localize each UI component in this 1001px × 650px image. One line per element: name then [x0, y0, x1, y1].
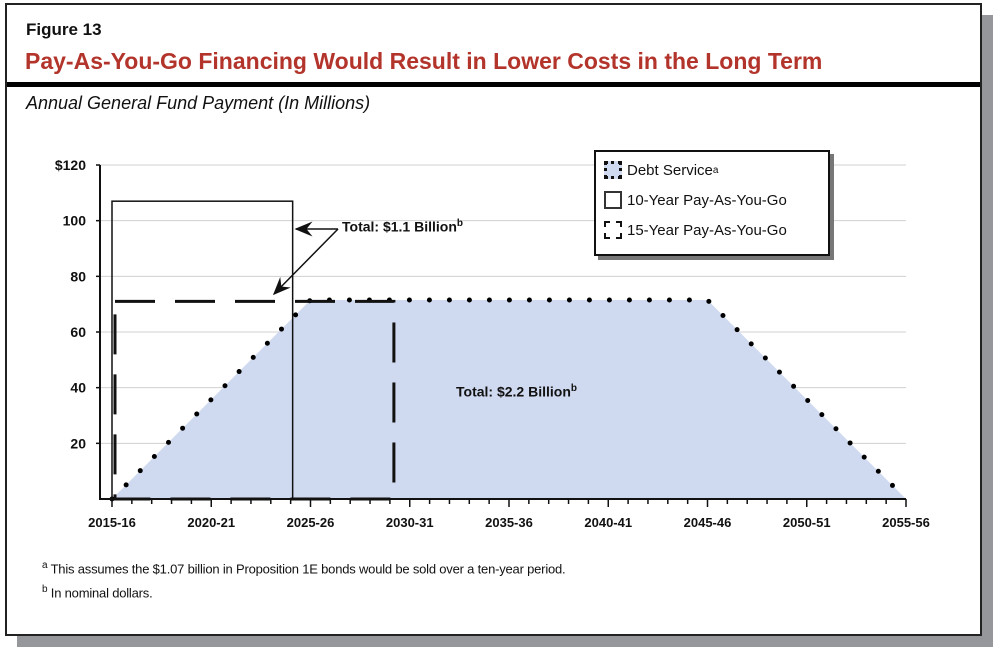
debt-service-area [112, 299, 906, 499]
arrow-to-fifteen-year [272, 228, 339, 296]
debt-service-dotted-line [109, 297, 909, 502]
footnote-mark: a [42, 560, 48, 571]
x-tick-label: 2030-31 [386, 515, 434, 530]
annotation-text: Total: $1.1 Billion [342, 218, 457, 235]
y-tick-label: 60 [70, 324, 86, 340]
figure-subtitle: Annual General Fund Payment (In Millions… [26, 93, 371, 113]
annotation-superscript: b [570, 383, 577, 394]
footnote-b: b In nominal dollars. [42, 584, 153, 600]
y-tick-label: 100 [63, 213, 87, 229]
footnote-text: In nominal dollars. [50, 585, 153, 601]
y-tick-label: $120 [55, 157, 86, 173]
y-tick-label: 20 [70, 435, 86, 451]
figure-title: Pay-As-You-Go Financing Would Result in … [25, 48, 823, 74]
legend: Debt Service a 10-Year Pay-As-You-Go 15-Y… [594, 150, 830, 256]
x-tick-label: 2035-36 [485, 515, 533, 530]
annotation-total-paygo: Total: $1.1 Billionb [342, 218, 463, 235]
legend-label: 15-Year Pay-As-You-Go [627, 221, 787, 239]
footnote-a: a This assumes the $1.07 billion in Prop… [42, 560, 566, 577]
annotation-text: Total: $2.2 Billion [456, 383, 571, 400]
x-tick-label: 2040-41 [584, 515, 632, 530]
legend-label: Debt Service [627, 161, 713, 179]
legend-item-debt-service: Debt Service a [604, 161, 718, 179]
figure-number: Figure 13 [26, 20, 102, 39]
x-tick-label: 2015-16 [88, 515, 136, 530]
legend-swatch-15-year [604, 221, 622, 239]
legend-item-10-year: 10-Year Pay-As-You-Go [604, 191, 787, 209]
legend-swatch-10-year [604, 191, 622, 209]
footnote-mark: b [42, 584, 48, 595]
legend-label: 10-Year Pay-As-You-Go [627, 191, 787, 209]
legend-superscript: a [712, 164, 719, 176]
x-tick-label: 2020-21 [187, 515, 235, 530]
title-rule [7, 82, 980, 87]
annotation-total-debt: Total: $2.2 Billionb [456, 383, 577, 400]
x-tick-label: 2055-56 [882, 515, 930, 530]
legend-item-15-year: 15-Year Pay-As-You-Go [604, 221, 787, 239]
x-tick-label: 2025-26 [287, 515, 335, 530]
footnote-text: This assumes the $1.07 billion in Propos… [50, 561, 566, 577]
legend-swatch-debt [604, 161, 622, 179]
x-tick-label: 2050-51 [783, 515, 831, 530]
y-tick-label: 40 [70, 380, 86, 396]
annotation-superscript: b [456, 218, 463, 229]
y-tick-label: 80 [70, 268, 86, 284]
x-tick-label: 2045-46 [684, 515, 732, 530]
